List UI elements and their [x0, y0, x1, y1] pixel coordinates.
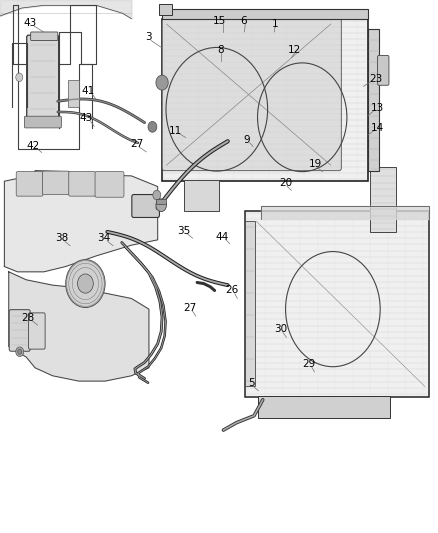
Polygon shape	[343, 273, 375, 309]
Text: 14: 14	[371, 123, 384, 133]
Text: 1: 1	[272, 19, 279, 29]
Polygon shape	[307, 67, 325, 109]
Text: 41: 41	[81, 86, 94, 95]
FancyBboxPatch shape	[16, 172, 43, 196]
Polygon shape	[191, 52, 219, 95]
Polygon shape	[170, 104, 206, 131]
FancyBboxPatch shape	[28, 313, 45, 349]
FancyBboxPatch shape	[31, 32, 58, 41]
Text: 6: 6	[240, 16, 247, 26]
Text: 29: 29	[303, 359, 316, 369]
FancyBboxPatch shape	[132, 195, 159, 217]
Text: 19: 19	[309, 159, 322, 169]
Text: 3: 3	[145, 33, 152, 42]
Text: 12: 12	[288, 45, 301, 55]
FancyBboxPatch shape	[162, 19, 368, 181]
FancyBboxPatch shape	[156, 199, 166, 204]
FancyBboxPatch shape	[42, 171, 69, 195]
Text: 38: 38	[55, 233, 68, 243]
Circle shape	[328, 304, 337, 314]
Polygon shape	[269, 122, 295, 162]
Text: 26: 26	[226, 286, 239, 295]
FancyBboxPatch shape	[69, 172, 95, 196]
Circle shape	[153, 190, 161, 200]
FancyBboxPatch shape	[184, 180, 219, 211]
Polygon shape	[263, 83, 297, 110]
Circle shape	[148, 122, 157, 132]
FancyBboxPatch shape	[245, 221, 255, 386]
Polygon shape	[227, 70, 262, 109]
FancyBboxPatch shape	[159, 4, 172, 15]
Polygon shape	[4, 171, 158, 272]
Polygon shape	[172, 70, 211, 101]
Polygon shape	[280, 67, 304, 105]
Text: 20: 20	[279, 178, 292, 188]
Text: 34: 34	[98, 233, 111, 243]
Text: 28: 28	[21, 313, 35, 322]
Text: 43: 43	[80, 114, 93, 123]
Polygon shape	[179, 114, 208, 160]
Text: 27: 27	[130, 139, 143, 149]
FancyBboxPatch shape	[245, 211, 429, 397]
Polygon shape	[310, 256, 335, 296]
FancyBboxPatch shape	[370, 167, 396, 232]
Circle shape	[66, 260, 105, 308]
Text: 23: 23	[369, 74, 382, 84]
Text: 43: 43	[23, 18, 36, 28]
Polygon shape	[206, 122, 227, 167]
FancyBboxPatch shape	[68, 80, 79, 107]
FancyBboxPatch shape	[378, 55, 389, 85]
Polygon shape	[323, 321, 342, 362]
FancyBboxPatch shape	[368, 29, 379, 171]
Circle shape	[16, 347, 24, 357]
Text: 35: 35	[177, 226, 191, 236]
Polygon shape	[310, 115, 344, 137]
Polygon shape	[291, 273, 328, 302]
Circle shape	[212, 103, 222, 115]
Circle shape	[156, 75, 168, 90]
FancyBboxPatch shape	[9, 310, 30, 351]
FancyBboxPatch shape	[25, 116, 61, 128]
Text: 44: 44	[216, 232, 229, 241]
Polygon shape	[338, 256, 357, 301]
Text: 9: 9	[244, 135, 251, 144]
Text: 13: 13	[371, 103, 384, 113]
FancyBboxPatch shape	[27, 35, 59, 122]
FancyBboxPatch shape	[95, 172, 124, 197]
Circle shape	[78, 274, 93, 293]
FancyBboxPatch shape	[258, 396, 390, 418]
Polygon shape	[293, 128, 311, 168]
Polygon shape	[261, 206, 429, 219]
Circle shape	[16, 73, 23, 82]
Polygon shape	[226, 107, 264, 132]
Text: 15: 15	[213, 16, 226, 26]
Circle shape	[156, 199, 166, 212]
Text: 30: 30	[274, 325, 287, 334]
Polygon shape	[304, 127, 335, 163]
Circle shape	[298, 112, 306, 122]
Polygon shape	[219, 121, 254, 160]
Polygon shape	[261, 113, 293, 136]
Polygon shape	[289, 304, 323, 329]
Polygon shape	[341, 307, 377, 330]
Text: 11: 11	[169, 126, 182, 135]
Text: 27: 27	[184, 303, 197, 313]
Text: 5: 5	[248, 378, 255, 388]
Polygon shape	[298, 314, 325, 356]
Circle shape	[18, 349, 22, 354]
Text: 42: 42	[26, 141, 39, 150]
Polygon shape	[335, 320, 367, 357]
Polygon shape	[312, 83, 342, 117]
Text: 8: 8	[217, 45, 224, 55]
FancyBboxPatch shape	[162, 19, 342, 171]
Polygon shape	[9, 272, 149, 381]
Polygon shape	[222, 52, 243, 100]
FancyBboxPatch shape	[162, 9, 368, 19]
